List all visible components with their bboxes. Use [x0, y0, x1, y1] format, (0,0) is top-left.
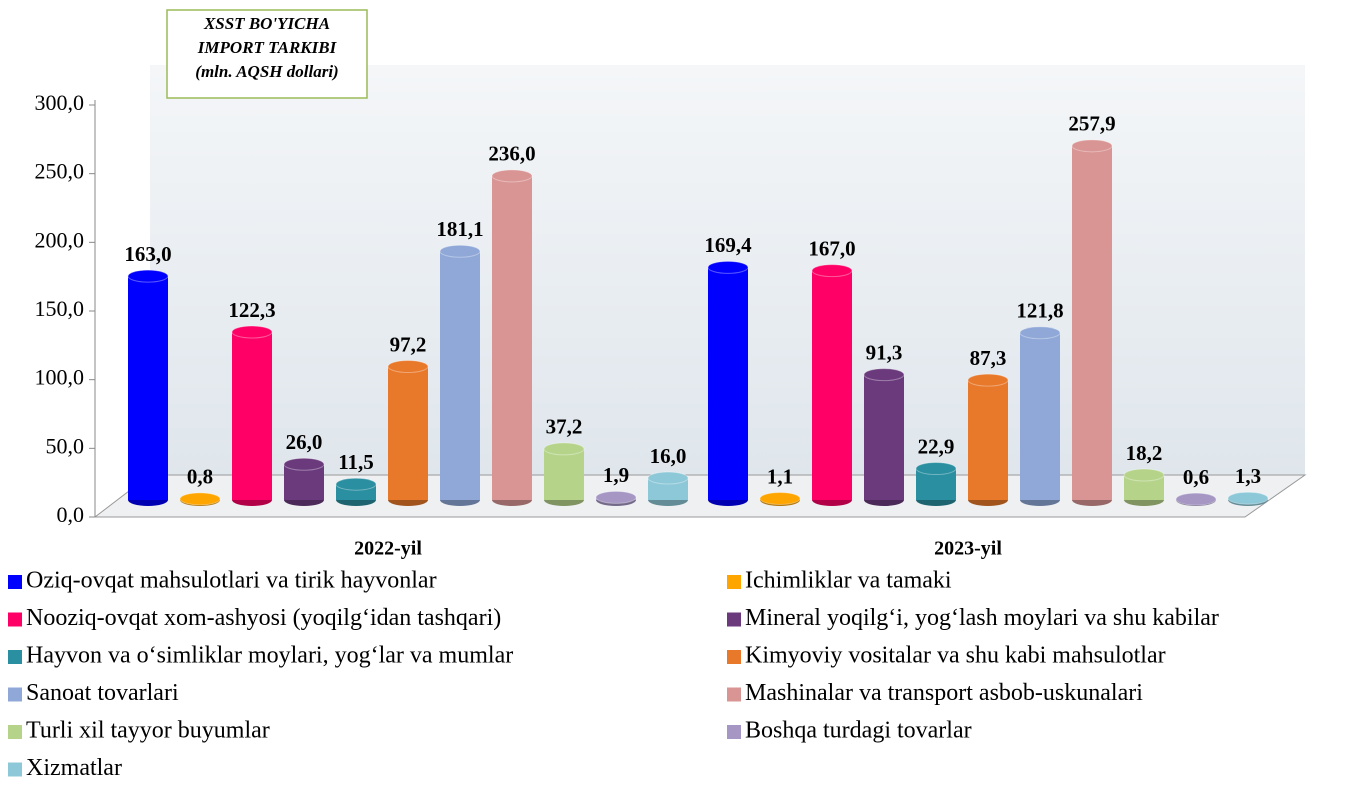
y-tick-label: 50,0	[46, 433, 85, 458]
value-label: 167,0	[808, 236, 855, 260]
value-label: 22,9	[918, 434, 955, 458]
value-label: 87,3	[970, 346, 1007, 370]
legend-swatch	[8, 613, 22, 627]
y-tick-label: 200,0	[35, 227, 85, 252]
legend-swatch	[727, 725, 741, 739]
legend-swatch	[727, 575, 741, 589]
bar	[1228, 492, 1268, 506]
chart: XSST BO'YICHA IMPORT TARKIBI (mln. AQSH do…	[0, 0, 1360, 811]
value-label: 11,5	[338, 450, 374, 474]
bar	[812, 265, 852, 506]
value-label: 26,0	[286, 430, 323, 454]
y-tick-label: 150,0	[35, 296, 85, 321]
bar	[336, 478, 376, 506]
bar	[864, 369, 904, 506]
y-tick-label: 100,0	[35, 365, 85, 390]
bar	[968, 374, 1008, 506]
legend-swatch	[8, 725, 22, 739]
x-tick-label: 2022-yil	[354, 538, 422, 560]
value-label: 181,1	[436, 217, 483, 241]
bar	[1020, 327, 1060, 506]
legend-swatch	[8, 650, 22, 664]
legend-swatch	[8, 575, 22, 589]
bar	[708, 261, 748, 506]
bar	[1124, 469, 1164, 506]
value-label: 122,3	[228, 298, 275, 322]
value-label: 257,9	[1068, 112, 1115, 136]
bar	[916, 463, 956, 506]
value-label: 16,0	[650, 444, 687, 468]
bar	[596, 491, 636, 506]
bar	[492, 170, 532, 506]
value-label: 18,2	[1126, 441, 1163, 465]
legend-label: Mineral yoqilg‘i, yog‘lash moylari va sh…	[745, 605, 1219, 631]
legend-label: Boshqa turdagi tovarlar	[745, 718, 972, 744]
value-label: 37,2	[546, 415, 583, 439]
chart-title: (mln. AQSH dollari)	[195, 62, 338, 81]
bar	[232, 326, 272, 506]
legend-label: Sanoat tovarlari	[26, 680, 179, 706]
x-tick-label: 2023-yil	[934, 538, 1002, 560]
value-label: 1,9	[603, 463, 629, 487]
legend-label: Oziq-ovqat mahsulotlari va tirik hayvonl…	[26, 568, 437, 594]
chart-title: IMPORT TARKIBI	[197, 38, 338, 57]
value-label: 0,6	[1183, 465, 1209, 489]
value-label: 97,2	[390, 332, 427, 356]
legend-swatch	[727, 613, 741, 627]
value-label: 121,8	[1016, 299, 1063, 323]
bar	[760, 492, 800, 506]
value-label: 169,4	[704, 233, 752, 257]
bar	[1072, 140, 1112, 506]
y-tick-label: 0,0	[57, 502, 85, 527]
legend-swatch	[8, 688, 22, 702]
value-label: 1,3	[1235, 464, 1261, 488]
value-label: 163,0	[124, 242, 171, 266]
legend-label: Nooziq-ovqat xom-ashyosi (yoqilg‘idan ta…	[26, 605, 501, 631]
y-tick-label: 250,0	[35, 159, 85, 184]
value-label: 91,3	[866, 340, 903, 364]
bar	[1176, 493, 1216, 506]
bar	[544, 443, 584, 506]
value-label: 0,8	[187, 465, 213, 489]
bar	[440, 245, 480, 506]
bar	[648, 472, 688, 506]
bar	[284, 458, 324, 506]
bar	[388, 361, 428, 506]
bar	[128, 270, 168, 506]
floor	[95, 475, 1305, 517]
y-tick-label: 300,0	[35, 90, 85, 115]
legend-swatch	[727, 688, 741, 702]
legend-label: Hayvon va o‘simliklar moylari, yog‘lar v…	[26, 643, 513, 669]
legend-label: Ichimliklar va tamaki	[745, 568, 952, 594]
legend-label: Mashinalar va transport asbob-uskunalari	[745, 680, 1143, 706]
legend-label: Kimyoviy vositalar va shu kabi mahsulotl…	[745, 643, 1166, 669]
legend-label: Xizmatlar	[26, 755, 122, 781]
legend-swatch	[727, 650, 741, 664]
legend-label: Turli xil tayyor buyumlar	[26, 718, 270, 744]
chart-title: XSST BO'YICHA	[203, 14, 330, 33]
bar	[180, 493, 220, 506]
value-label: 1,1	[767, 464, 793, 488]
value-label: 236,0	[488, 142, 535, 166]
legend-swatch	[8, 763, 22, 777]
